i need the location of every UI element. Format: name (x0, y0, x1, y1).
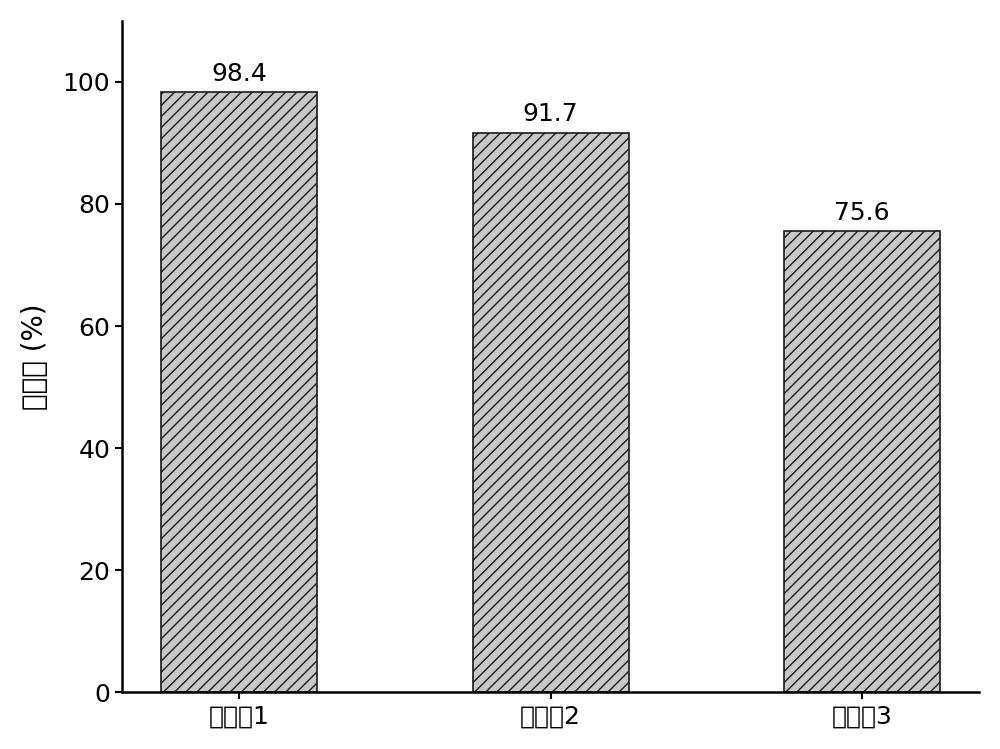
Bar (473, 133, 629, 692)
Bar (161, 91, 317, 692)
Y-axis label: 去除率 (%): 去除率 (%) (21, 303, 49, 410)
Text: 98.4: 98.4 (211, 61, 267, 85)
Bar (784, 231, 940, 692)
Text: 75.6: 75.6 (834, 201, 890, 225)
Text: 91.7: 91.7 (523, 103, 578, 127)
